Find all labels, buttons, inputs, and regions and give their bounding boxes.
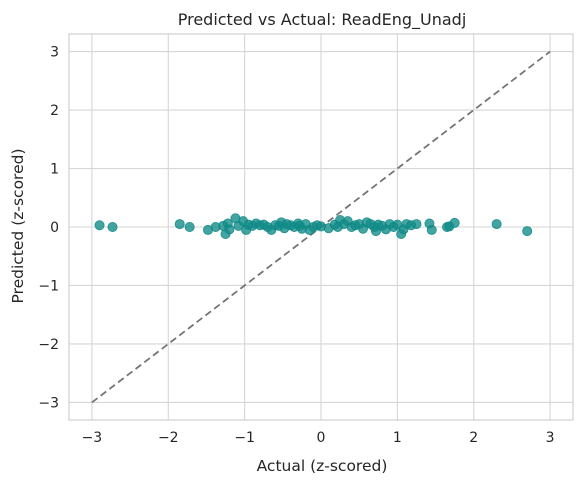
x-tick-label: −3 xyxy=(82,430,103,446)
x-tick-labels: −3 −2 −1 0 1 2 3 xyxy=(82,430,555,446)
x-tick-label: 1 xyxy=(393,430,402,446)
y-tick-label: −2 xyxy=(38,337,59,353)
y-tick-labels: −3 −2 −1 0 1 2 3 xyxy=(38,45,59,412)
data-point xyxy=(174,219,185,230)
x-tick-label: 2 xyxy=(469,430,478,446)
x-tick-label: −1 xyxy=(234,430,255,446)
y-axis-title: Predicted (z-scored) xyxy=(9,149,27,304)
x-tick-label: 3 xyxy=(546,430,555,446)
x-tick-label: −2 xyxy=(158,430,179,446)
data-point xyxy=(184,221,195,232)
y-tick-label: 2 xyxy=(50,103,59,119)
data-point xyxy=(94,220,105,231)
chart-title: Predicted vs Actual: ReadEng_Unadj xyxy=(178,10,467,30)
y-tick-label: −1 xyxy=(38,278,59,294)
data-point xyxy=(107,221,118,232)
data-point xyxy=(522,226,533,237)
data-point xyxy=(224,224,235,235)
data-point xyxy=(449,217,460,228)
data-point xyxy=(491,219,502,230)
y-tick-label: 1 xyxy=(50,162,59,178)
plot-frame xyxy=(68,33,574,421)
x-axis-title: Actual (z-scored) xyxy=(257,457,388,475)
data-points xyxy=(94,213,533,240)
data-point xyxy=(411,219,422,230)
data-point xyxy=(426,224,437,235)
y-tick-label: 0 xyxy=(50,220,59,236)
x-tick-label: 0 xyxy=(317,430,326,446)
y-tick-label: 3 xyxy=(50,45,59,61)
y-tick-label: −3 xyxy=(38,395,59,411)
